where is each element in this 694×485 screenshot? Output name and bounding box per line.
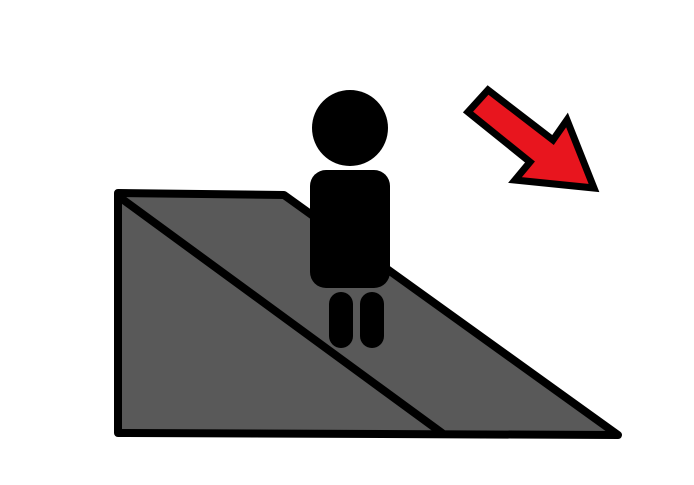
- arrow-down-right-icon: [462, 85, 600, 193]
- person-leg-right: [360, 292, 384, 348]
- person-body: [310, 170, 390, 288]
- ramp-inner-diagonal: [114, 192, 446, 437]
- person-head: [312, 90, 388, 166]
- arrow-shape: [462, 85, 600, 193]
- person-leg-left: [329, 292, 353, 348]
- person-figure: [310, 90, 390, 348]
